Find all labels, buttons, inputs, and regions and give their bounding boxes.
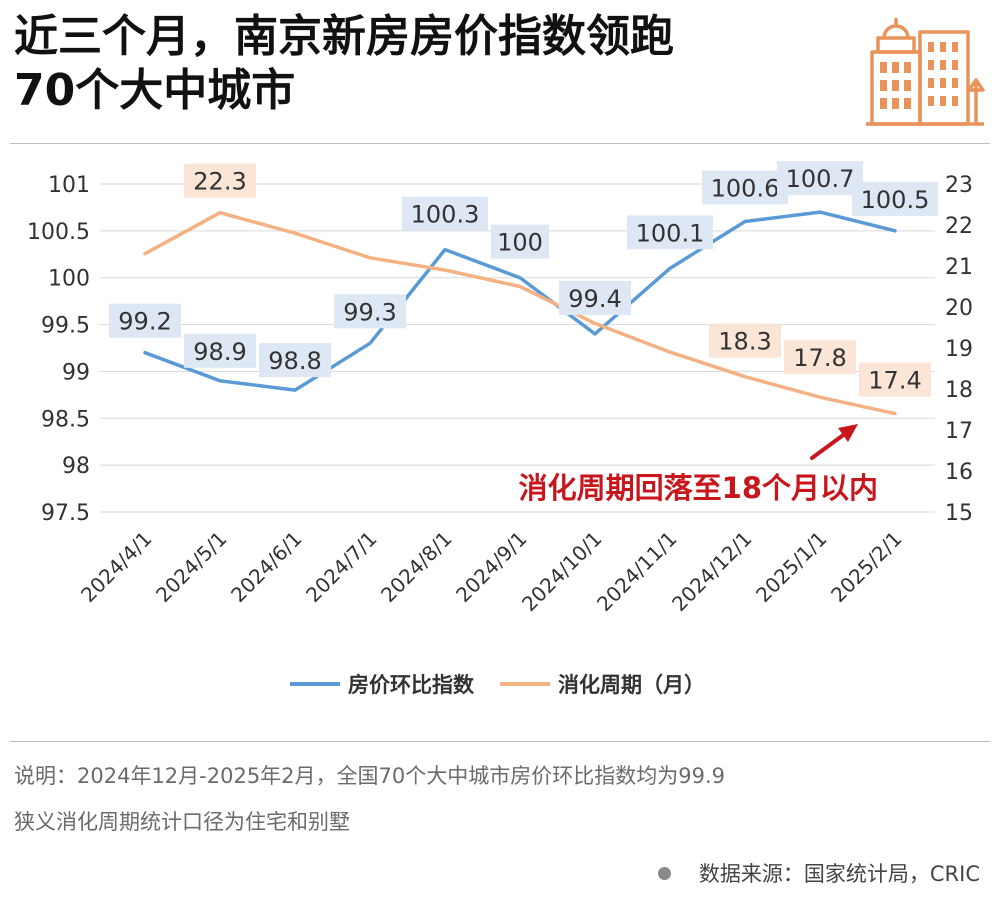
cycle-data-label-bg bbox=[709, 323, 781, 358]
price-data-label-bg bbox=[777, 161, 863, 196]
cycle-data-label: 22.3 bbox=[193, 168, 246, 196]
y-right-tick-label: 16 bbox=[945, 460, 973, 485]
y-left-tick-label: 99.5 bbox=[41, 314, 90, 339]
y-left-tick-label: 100 bbox=[48, 267, 90, 292]
data-source-text: 数据来源：国家统计局，CRIC bbox=[698, 862, 980, 886]
y-right-tick-label: 17 bbox=[945, 419, 973, 444]
y-right-tick-label: 15 bbox=[945, 501, 973, 526]
x-tick-label: 2024/5/1 bbox=[151, 527, 231, 607]
x-tick-label: 2024/4/1 bbox=[76, 527, 156, 607]
legend-label-cycle: 消化周期（月） bbox=[558, 673, 705, 697]
price-data-label-bg bbox=[852, 181, 938, 216]
price-data-label: 100.5 bbox=[861, 186, 930, 214]
y-left-tick-label: 98 bbox=[62, 454, 90, 479]
data-source: 数据来源：国家统计局，CRIC bbox=[657, 858, 980, 888]
footer-divider bbox=[10, 741, 990, 742]
city-buildings-icon bbox=[866, 18, 985, 126]
y-left-tick-label: 98.5 bbox=[41, 407, 90, 432]
x-tick-label: 2024/8/1 bbox=[376, 527, 456, 607]
y-right-tick-label: 19 bbox=[945, 337, 973, 362]
price-data-label: 100.3 bbox=[411, 201, 480, 229]
cycle-data-label: 17.4 bbox=[868, 367, 921, 395]
y-right-tick-label: 23 bbox=[945, 173, 973, 198]
y-left-tick-label: 99 bbox=[62, 360, 90, 385]
price-data-label: 99.2 bbox=[118, 308, 171, 336]
price-data-label-bg bbox=[702, 170, 788, 205]
x-tick-label: 2025/1/1 bbox=[751, 527, 831, 607]
chart-title-line1: 近三个月，南京新房房价指数领跑 bbox=[14, 11, 674, 62]
y-left-tick-label: 101 bbox=[48, 173, 90, 198]
y-right-tick-label: 22 bbox=[945, 214, 973, 239]
note-line2: 狭义消化周期统计口径为住宅和别墅 bbox=[14, 810, 350, 834]
y-right-tick-label: 21 bbox=[945, 255, 973, 280]
header-divider bbox=[10, 143, 990, 144]
price-data-label-bg bbox=[491, 224, 549, 259]
annotation-arrow-icon bbox=[838, 424, 858, 442]
y-right-tick-label: 18 bbox=[945, 378, 973, 403]
chart-title-line2: 70个大中城市 bbox=[14, 65, 296, 116]
price-data-label: 99.3 bbox=[343, 298, 396, 326]
cycle-data-label-bg bbox=[859, 362, 931, 397]
y-right-tick-label: 20 bbox=[945, 296, 973, 321]
y-left-tick-label: 97.5 bbox=[41, 501, 90, 526]
annotation-text: 消化周期回落至18个月以内 bbox=[519, 471, 878, 505]
price-data-label: 100 bbox=[497, 229, 543, 257]
price-data-label-bg bbox=[259, 343, 331, 378]
line-chart: 101 100.5 100 99.5 99 98.5 98 97.5 23 22 21 20 19 18… bbox=[27, 161, 973, 697]
legend-label-price: 房价环比指数 bbox=[348, 673, 475, 697]
price-data-label-bg bbox=[402, 196, 488, 231]
price-data-label-bg bbox=[559, 280, 631, 315]
cycle-data-label-bg bbox=[784, 340, 856, 375]
price-data-label-bg bbox=[184, 333, 256, 368]
price-data-label-bg bbox=[627, 215, 713, 250]
price-data-label-bg bbox=[334, 294, 406, 329]
x-tick-label: 2024/7/1 bbox=[301, 527, 381, 607]
bullet-dot-icon bbox=[657, 866, 671, 880]
x-tick-label: 2024/6/1 bbox=[226, 527, 306, 607]
annotation-arrow-shaft bbox=[810, 431, 848, 460]
y-left-tick-label: 100.5 bbox=[27, 220, 90, 245]
x-tick-label: 2024/12/1 bbox=[667, 527, 756, 616]
price-data-label: 100.6 bbox=[711, 174, 780, 202]
cycle-data-label-bg bbox=[184, 163, 256, 198]
price-data-label: 100.1 bbox=[636, 219, 705, 247]
price-data-label: 98.9 bbox=[193, 338, 246, 366]
price-data-label-bg bbox=[109, 303, 181, 338]
price-data-label: 100.7 bbox=[786, 165, 855, 193]
price-data-label: 99.4 bbox=[568, 285, 621, 313]
digestion-cycle-line bbox=[143, 210, 897, 416]
cycle-data-label: 18.3 bbox=[718, 328, 771, 356]
x-tick-label: 2025/2/1 bbox=[826, 527, 906, 607]
x-tick-label: 2024/9/1 bbox=[451, 527, 531, 607]
x-tick-label: 2024/10/1 bbox=[517, 527, 606, 616]
note-line1: 说明：2024年12月-2025年2月，全国70个大中城市房价环比指数均为99.… bbox=[14, 764, 726, 788]
cycle-data-label: 17.8 bbox=[793, 344, 846, 372]
price-index-line bbox=[143, 210, 897, 392]
price-data-label: 98.8 bbox=[268, 347, 321, 375]
x-tick-label: 2024/11/1 bbox=[592, 527, 681, 616]
chart-title: 近三个月，南京新房房价指数领跑 70个大中城市 bbox=[14, 10, 854, 118]
